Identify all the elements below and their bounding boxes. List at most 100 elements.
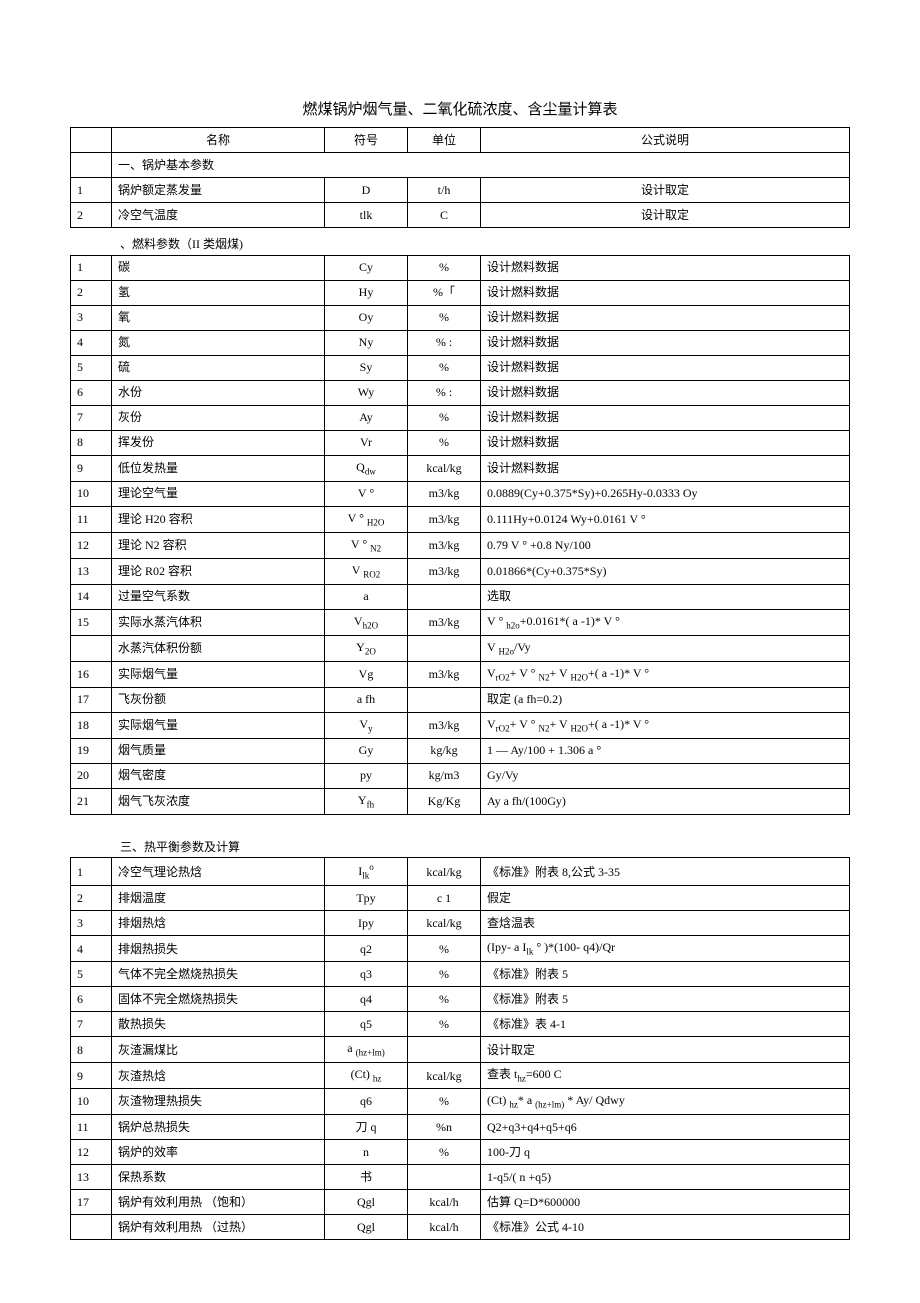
row-symbol: Vg — [325, 661, 408, 687]
row-symbol: q2 — [325, 936, 408, 962]
row-symbol: Tpy — [325, 886, 408, 911]
row-name: 实际水蒸汽体积 — [112, 609, 325, 635]
row-name: 灰渣热焓 — [112, 1063, 325, 1089]
row-number: 13 — [71, 558, 112, 584]
main-table: 名称 符号 单位 公式说明 一、锅炉基本参数 1锅炉额定蒸发量Dt/h设计取定2… — [70, 127, 850, 228]
row-unit: % — [408, 936, 481, 962]
table-row: 7散热损失q5%《标准》表 4-1 — [71, 1012, 850, 1037]
row-formula: 1-q5/( n +q5) — [481, 1165, 850, 1190]
row-name: 固体不完全燃烧热损失 — [112, 987, 325, 1012]
row-name: 理论 R02 容积 — [112, 558, 325, 584]
row-unit: %「 — [408, 280, 481, 305]
row-name: 氧 — [112, 305, 325, 330]
row-symbol: a (hz+lm) — [325, 1037, 408, 1063]
row-number: 20 — [71, 763, 112, 788]
row-symbol: q5 — [325, 1012, 408, 1037]
row-unit: m3/kg — [408, 506, 481, 532]
row-formula: 设计燃料数据 — [481, 455, 850, 481]
row-formula: 查焓温表 — [481, 911, 850, 936]
row-symbol: Oy — [325, 305, 408, 330]
row-name: 锅炉有效利用热 （过热） — [112, 1215, 325, 1240]
table-row: 1锅炉额定蒸发量Dt/h设计取定 — [71, 178, 850, 203]
row-number: 10 — [71, 1089, 112, 1115]
row-formula: 设计燃料数据 — [481, 355, 850, 380]
row-formula: 0.0889(Cy+0.375*Sy)+0.265Hy-0.0333 Oy — [481, 481, 850, 506]
row-number: 7 — [71, 405, 112, 430]
row-formula: (Ipy- a Ilk ° )*(100- q4)/Qr — [481, 936, 850, 962]
row-name: 排烟热焓 — [112, 911, 325, 936]
table-row: 4排烟热损失q2%(Ipy- a Ilk ° )*(100- q4)/Qr — [71, 936, 850, 962]
row-name: 理论 H20 容积 — [112, 506, 325, 532]
row-number: 17 — [71, 687, 112, 712]
row-name: 散热损失 — [112, 1012, 325, 1037]
row-formula: 设计燃料数据 — [481, 405, 850, 430]
row-number: 12 — [71, 532, 112, 558]
table-row: 6水份Wy% :设计燃料数据 — [71, 380, 850, 405]
row-formula: 《标准》公式 4-10 — [481, 1215, 850, 1240]
row-symbol: Vh2O — [325, 609, 408, 635]
row-unit: Kg/Kg — [408, 788, 481, 814]
row-symbol: V RO2 — [325, 558, 408, 584]
row-name: 灰渣物理热损失 — [112, 1089, 325, 1115]
row-symbol: Y2O — [325, 635, 408, 661]
row-number: 9 — [71, 1063, 112, 1089]
row-formula: 《标准》附表 5 — [481, 962, 850, 987]
row-name: 挥发份 — [112, 430, 325, 455]
row-number: 17 — [71, 1190, 112, 1215]
row-formula: 设计燃料数据 — [481, 430, 850, 455]
row-symbol: Hy — [325, 280, 408, 305]
table-row: 9低位发热量Qdwkcal/kg设计燃料数据 — [71, 455, 850, 481]
row-number: 5 — [71, 355, 112, 380]
table-row: 5硫Sy%设计燃料数据 — [71, 355, 850, 380]
row-symbol: Qgl — [325, 1215, 408, 1240]
table-row: 16实际烟气量Vgm3/kgVrO2+ V ° N2+ V H2O+( a -1… — [71, 661, 850, 687]
table-row: 3排烟热焓Ipykcal/kg查焓温表 — [71, 911, 850, 936]
row-name: 锅炉有效利用热 （饱和） — [112, 1190, 325, 1215]
table-row: 2冷空气温度tlkC设计取定 — [71, 203, 850, 228]
row-symbol: tlk — [325, 203, 408, 228]
table-row: 17锅炉有效利用热 （饱和）Qglkcal/h估算 Q=D*600000 — [71, 1190, 850, 1215]
row-symbol: n — [325, 1140, 408, 1165]
row-unit: kcal/kg — [408, 858, 481, 886]
table-row: 2氢Hy%「设计燃料数据 — [71, 280, 850, 305]
row-number: 8 — [71, 430, 112, 455]
row-symbol: Ay — [325, 405, 408, 430]
row-unit: % : — [408, 380, 481, 405]
row-unit: kcal/kg — [408, 911, 481, 936]
row-unit: % — [408, 1140, 481, 1165]
row-unit: % — [408, 987, 481, 1012]
row-number: 11 — [71, 506, 112, 532]
row-symbol: Ny — [325, 330, 408, 355]
row-unit: % — [408, 255, 481, 280]
section2-table: 1碳Cy%设计燃料数据2氢Hy%「设计燃料数据3氧Oy%设计燃料数据4氮Ny% … — [70, 255, 850, 815]
section1-row: 一、锅炉基本参数 — [71, 153, 850, 178]
row-unit: % — [408, 962, 481, 987]
row-unit: m3/kg — [408, 532, 481, 558]
row-unit — [408, 635, 481, 661]
row-symbol: D — [325, 178, 408, 203]
row-name: 烟气质量 — [112, 738, 325, 763]
row-unit: c 1 — [408, 886, 481, 911]
table-row: 3氧Oy%设计燃料数据 — [71, 305, 850, 330]
row-unit: % — [408, 305, 481, 330]
table-row: 5气体不完全燃烧热损失q3%《标准》附表 5 — [71, 962, 850, 987]
table-row: 10灰渣物理热损失q6%(Ct) hz* a (hz+lm) * Ay/ Qdw… — [71, 1089, 850, 1115]
row-name: 硫 — [112, 355, 325, 380]
row-formula: 1 — Ay/100 + 1.306 a ° — [481, 738, 850, 763]
row-symbol: V ° H2O — [325, 506, 408, 532]
row-symbol: Ipy — [325, 911, 408, 936]
table-row: 水蒸汽体积份额Y2OV H2o/Vy — [71, 635, 850, 661]
table-row: 8挥发份Vr%设计燃料数据 — [71, 430, 850, 455]
row-formula: Gy/Vy — [481, 763, 850, 788]
row-formula: 《标准》表 4-1 — [481, 1012, 850, 1037]
row-unit — [408, 1165, 481, 1190]
row-unit: m3/kg — [408, 661, 481, 687]
row-symbol: Vr — [325, 430, 408, 455]
row-unit: % — [408, 1089, 481, 1115]
table-row: 11锅炉总热损失刀 q%nQ2+q3+q4+q5+q6 — [71, 1115, 850, 1140]
row-name: 冷空气理论热焓 — [112, 858, 325, 886]
row-number: 9 — [71, 455, 112, 481]
row-unit: C — [408, 203, 481, 228]
row-symbol: Sy — [325, 355, 408, 380]
row-name: 过量空气系数 — [112, 584, 325, 609]
